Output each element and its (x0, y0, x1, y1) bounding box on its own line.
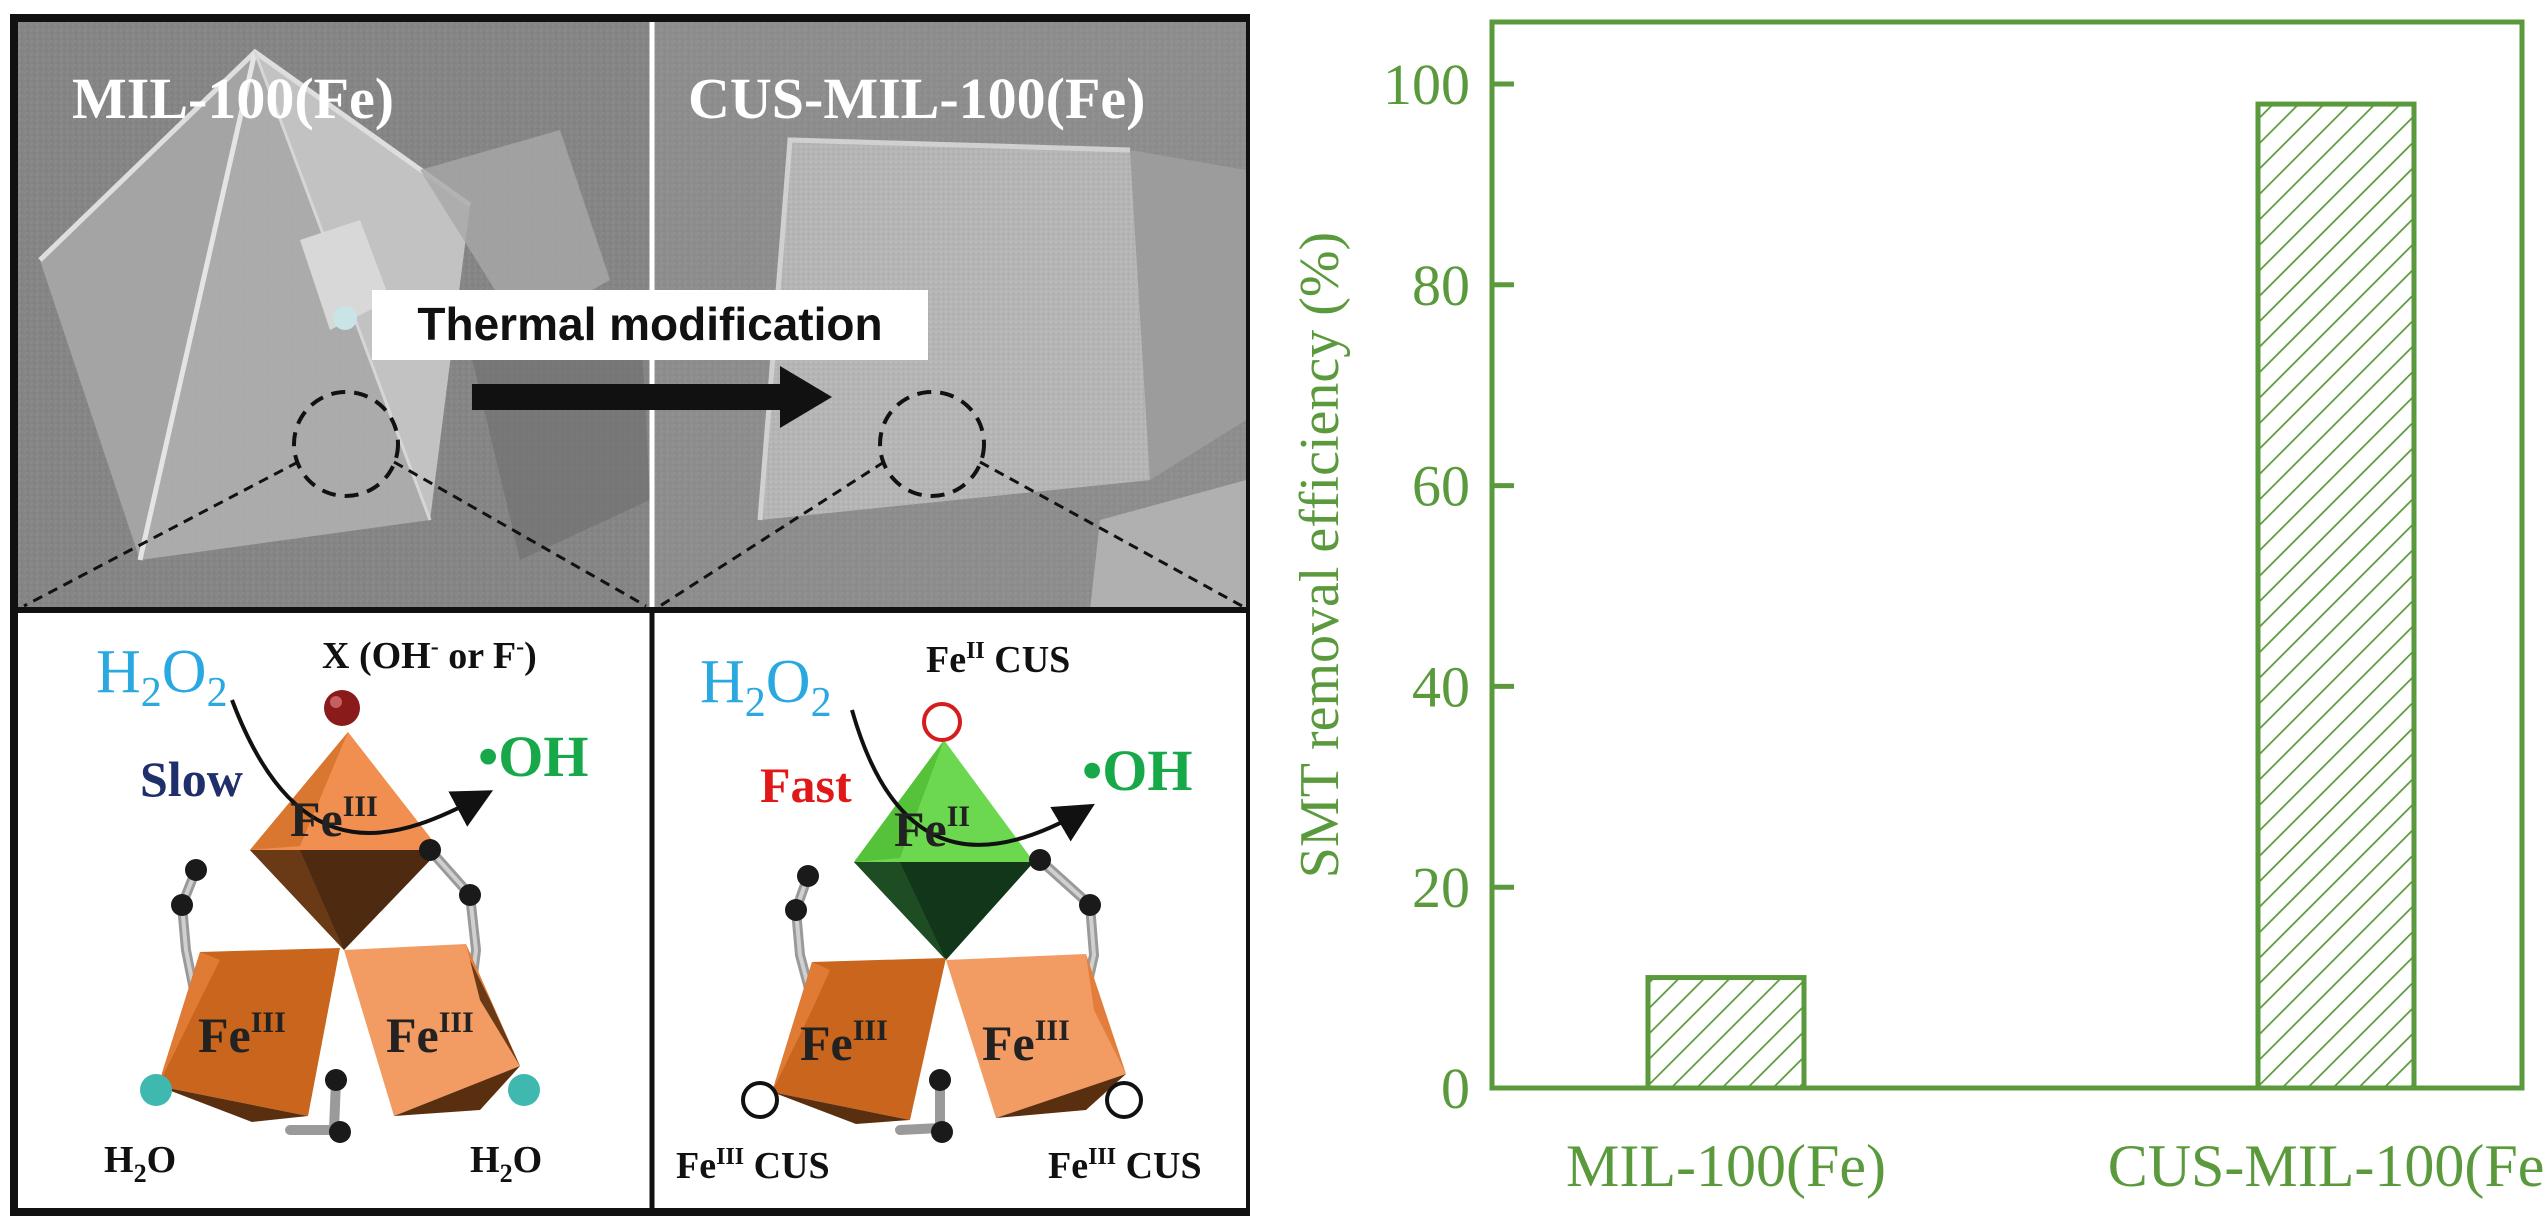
water-label-left: H2O (104, 1139, 176, 1188)
sem-title-cus-mil100: CUS-MIL-100(Fe) (688, 66, 1145, 131)
bar-series (1492, 101, 2522, 1091)
sem-title-mil100: MIL-100(Fe) (72, 66, 394, 131)
sem-image-mil100 (18, 22, 650, 610)
y-tick-label: 60 (1412, 454, 1470, 519)
fe3-cus-label-right: FeIII CUS (1048, 1144, 1202, 1187)
rate-label-fast: Fast (760, 757, 852, 813)
water-atom-right (508, 1074, 540, 1106)
thermal-label-box (372, 290, 928, 360)
structure-cus-mil100 (741, 702, 1143, 1143)
h2o2-label-left: H2O2 (96, 638, 228, 716)
cus-site-fe3-left (741, 1081, 779, 1119)
bar-cus-mil100 (2255, 101, 2417, 1091)
fe2-label-top: FeII (894, 800, 970, 857)
fe-label-bottom-left-cus: FeIII (800, 1014, 888, 1071)
bar-mil100 (1645, 975, 1807, 1091)
fe-label-bottom-left: FeIII (198, 1006, 286, 1063)
x-ligand-atom (324, 690, 360, 726)
fe3-octahedron-right-cus (946, 954, 1126, 1118)
y-axis-label: SMT removal efficiency (%) (1289, 232, 1351, 878)
water-label-right: H2O (470, 1139, 542, 1188)
y-axis-ticks: 0 20 40 60 80 100 (1383, 52, 1514, 1121)
fe2-cus-label: FeII CUS (926, 638, 1070, 681)
reaction-arrow-right (850, 709, 1095, 847)
cus-site-fe3-right (1105, 1081, 1143, 1119)
fe-label-top-left: FeIII (290, 790, 378, 847)
fe-label-bottom-right-cus: FeIII (982, 1014, 1070, 1071)
y-tick-label: 40 (1412, 654, 1470, 719)
oh-radical-left: •OH (478, 724, 589, 789)
water-atom-left (140, 1074, 172, 1106)
rate-label-slow: Slow (140, 751, 243, 807)
y-tick-label: 0 (1441, 1056, 1470, 1121)
zoom-circle-left (292, 390, 400, 498)
y-tick-label: 100 (1383, 52, 1470, 117)
x-axis-labels: MIL-100(Fe) CUS-MIL-100(Fe) (1566, 1133, 2544, 1199)
fe3-cus-label-left: FeIII CUS (676, 1144, 830, 1187)
structure-mil100 (140, 690, 540, 1143)
y-tick-label: 80 (1412, 253, 1470, 318)
x-tick-label: MIL-100(Fe) (1566, 1133, 1886, 1199)
x-ligand-label: X (OH- or F-) (322, 634, 537, 677)
sem-image-cus-mil100 (654, 22, 1246, 610)
h2o2-label-right: H2O2 (700, 648, 832, 726)
oh-radical-right: •OH (1082, 738, 1193, 803)
sem-structure-figure: MIL-100(Fe) CUS-MIL-100(Fe) Thermal modi… (10, 14, 1250, 1216)
thermal-modification-arrow (472, 366, 832, 428)
thermal-modification-label: Thermal modification (417, 298, 882, 350)
x-tick-label: CUS-MIL-100(Fe) (2108, 1133, 2544, 1199)
fe3-octahedron-right (344, 944, 520, 1116)
reaction-arrow-left (230, 699, 494, 835)
fe-label-bottom-right: FeIII (386, 1006, 474, 1063)
y-tick-label: 20 (1412, 855, 1470, 920)
cus-site-fe2 (922, 702, 962, 742)
zoom-circle-right (878, 390, 986, 498)
